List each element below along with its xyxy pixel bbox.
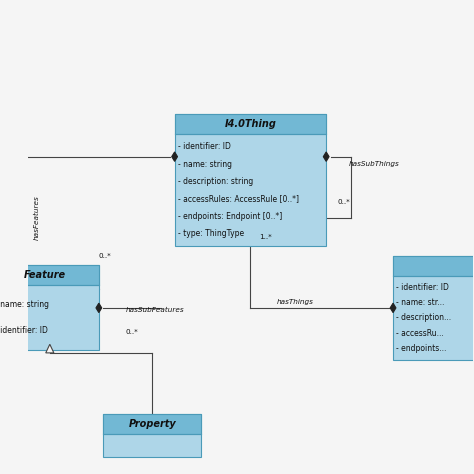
FancyBboxPatch shape bbox=[393, 256, 474, 276]
Text: - description: string: - description: string bbox=[178, 177, 253, 186]
FancyBboxPatch shape bbox=[174, 114, 326, 134]
Text: - endpoints: Endpoint [0..*]: - endpoints: Endpoint [0..*] bbox=[178, 212, 282, 221]
Text: - endpoints...: - endpoints... bbox=[396, 344, 447, 353]
Text: hasThings: hasThings bbox=[276, 299, 313, 305]
Text: Feature: Feature bbox=[24, 270, 66, 280]
Polygon shape bbox=[323, 152, 329, 161]
Text: 0..*: 0..* bbox=[99, 253, 111, 259]
Text: - name: str...: - name: str... bbox=[396, 298, 445, 307]
Text: - type: ThingType: - type: ThingType bbox=[178, 229, 244, 238]
Text: - name: string: - name: string bbox=[178, 160, 232, 169]
Text: - accessRules: AccessRule [0..*]: - accessRules: AccessRule [0..*] bbox=[178, 194, 299, 203]
Text: hasFeatures: hasFeatures bbox=[34, 196, 39, 240]
FancyBboxPatch shape bbox=[174, 114, 326, 246]
Text: - accessRu...: - accessRu... bbox=[396, 328, 444, 337]
Text: hasSubThings: hasSubThings bbox=[348, 161, 399, 167]
Polygon shape bbox=[96, 303, 102, 313]
Polygon shape bbox=[46, 344, 54, 353]
Text: hasSubFeatures: hasSubFeatures bbox=[126, 307, 184, 313]
Text: 1..*: 1..* bbox=[259, 234, 272, 240]
FancyBboxPatch shape bbox=[0, 265, 99, 350]
FancyBboxPatch shape bbox=[393, 256, 474, 360]
Text: - identifier: ID: - identifier: ID bbox=[396, 283, 449, 292]
Text: - name: string: - name: string bbox=[0, 300, 49, 309]
FancyBboxPatch shape bbox=[103, 414, 201, 457]
Text: Property: Property bbox=[128, 419, 176, 429]
Text: - identifier: ID: - identifier: ID bbox=[0, 327, 48, 336]
Polygon shape bbox=[172, 152, 178, 161]
Text: 0..*: 0..* bbox=[337, 199, 350, 205]
Polygon shape bbox=[390, 303, 396, 313]
FancyBboxPatch shape bbox=[103, 414, 201, 434]
Text: 0..*: 0..* bbox=[126, 329, 138, 335]
Text: - description...: - description... bbox=[396, 313, 451, 322]
FancyBboxPatch shape bbox=[0, 265, 99, 285]
Text: I4.0Thing: I4.0Thing bbox=[225, 119, 276, 129]
Text: - identifier: ID: - identifier: ID bbox=[178, 143, 231, 152]
